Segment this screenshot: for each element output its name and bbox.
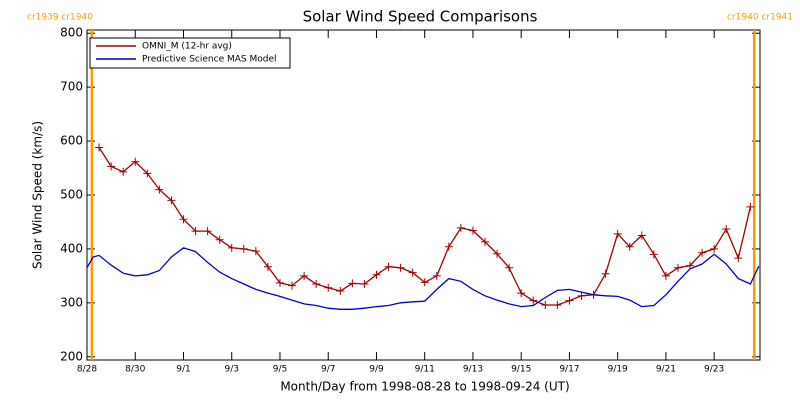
data-point	[722, 224, 731, 233]
data-point	[601, 269, 610, 278]
data-point	[613, 229, 622, 238]
y-axis-label: Solar Wind Speed (km/s)	[31, 121, 45, 269]
data-point	[384, 262, 393, 271]
data-point	[432, 271, 441, 280]
data-point	[239, 244, 248, 253]
data-point	[324, 283, 333, 292]
y-tick-label: 200	[60, 349, 83, 363]
x-tick-label: 9/7	[321, 365, 335, 375]
y-tick-label: 700	[60, 80, 83, 94]
boundary-label: cr1939 cr1940	[27, 13, 93, 23]
y-tick-label: 600	[60, 134, 83, 148]
data-point	[300, 271, 309, 280]
data-point	[456, 223, 465, 232]
data-point	[143, 169, 152, 178]
data-point	[649, 250, 658, 259]
data-point	[408, 268, 417, 277]
data-point	[625, 242, 634, 251]
data-point	[637, 231, 646, 240]
data-point	[203, 227, 212, 236]
y-tick-label: 300	[60, 295, 83, 309]
y-tick-label: 400	[60, 241, 83, 255]
data-point	[263, 262, 272, 271]
data-point	[577, 291, 586, 300]
data-point	[444, 242, 453, 251]
data-point	[698, 248, 707, 257]
x-tick-label: 9/15	[511, 365, 531, 375]
data-point	[155, 185, 164, 194]
data-point	[493, 249, 502, 258]
data-point	[95, 143, 104, 152]
y-tick-label: 500	[60, 188, 83, 202]
data-point	[529, 296, 538, 305]
x-tick-label: 9/13	[463, 365, 483, 375]
data-point	[336, 286, 345, 295]
data-point	[746, 202, 755, 211]
data-point	[661, 271, 670, 280]
data-point	[505, 263, 514, 272]
x-tick-label: 8/28	[77, 365, 97, 375]
data-point	[215, 235, 224, 244]
data-point	[553, 301, 562, 309]
legend-label: Predictive Science MAS Model	[142, 55, 277, 65]
data-point	[275, 278, 284, 287]
x-axis-label: Month/Day from 1998-08-28 to 1998-09-24 …	[280, 380, 569, 394]
data-point	[312, 279, 321, 288]
data-point	[565, 296, 574, 305]
data-point	[420, 278, 429, 287]
y-tick-label: 800	[60, 26, 83, 40]
x-tick-label: 9/19	[608, 365, 628, 375]
data-point	[541, 301, 550, 309]
data-point	[179, 215, 188, 224]
data-point	[131, 157, 140, 166]
x-tick-label: 8/30	[125, 365, 145, 375]
x-tick-label: 9/23	[704, 365, 724, 375]
data-point	[372, 270, 381, 279]
data-point	[191, 227, 200, 236]
data-point	[517, 289, 526, 298]
series-line	[86, 247, 760, 310]
data-point	[251, 247, 260, 256]
data-point	[710, 244, 719, 253]
data-point	[227, 243, 236, 252]
data-point	[119, 167, 128, 176]
data-point	[288, 281, 297, 290]
legend-label: OMNI_M (12-hr avg)	[142, 42, 232, 52]
data-point	[348, 279, 357, 288]
x-tick-label: 9/5	[273, 365, 287, 375]
x-tick-label: 9/9	[369, 365, 384, 375]
boundary-label: cr1940 cr1941	[727, 13, 793, 23]
data-point	[734, 254, 743, 263]
data-point	[360, 279, 369, 288]
data-point	[468, 226, 477, 235]
x-tick-label: 9/11	[415, 365, 435, 375]
x-tick-label: 9/3	[224, 365, 238, 375]
chart-title: Solar Wind Speed Comparisons	[303, 8, 538, 26]
x-tick-label: 9/1	[176, 365, 190, 375]
data-point	[396, 263, 405, 272]
x-tick-label: 9/21	[656, 365, 676, 375]
legend-box	[89, 37, 291, 69]
x-tick-label: 9/17	[559, 365, 579, 375]
data-point	[107, 162, 116, 171]
data-point	[167, 196, 176, 205]
data-point	[673, 263, 682, 272]
data-point	[481, 237, 490, 246]
